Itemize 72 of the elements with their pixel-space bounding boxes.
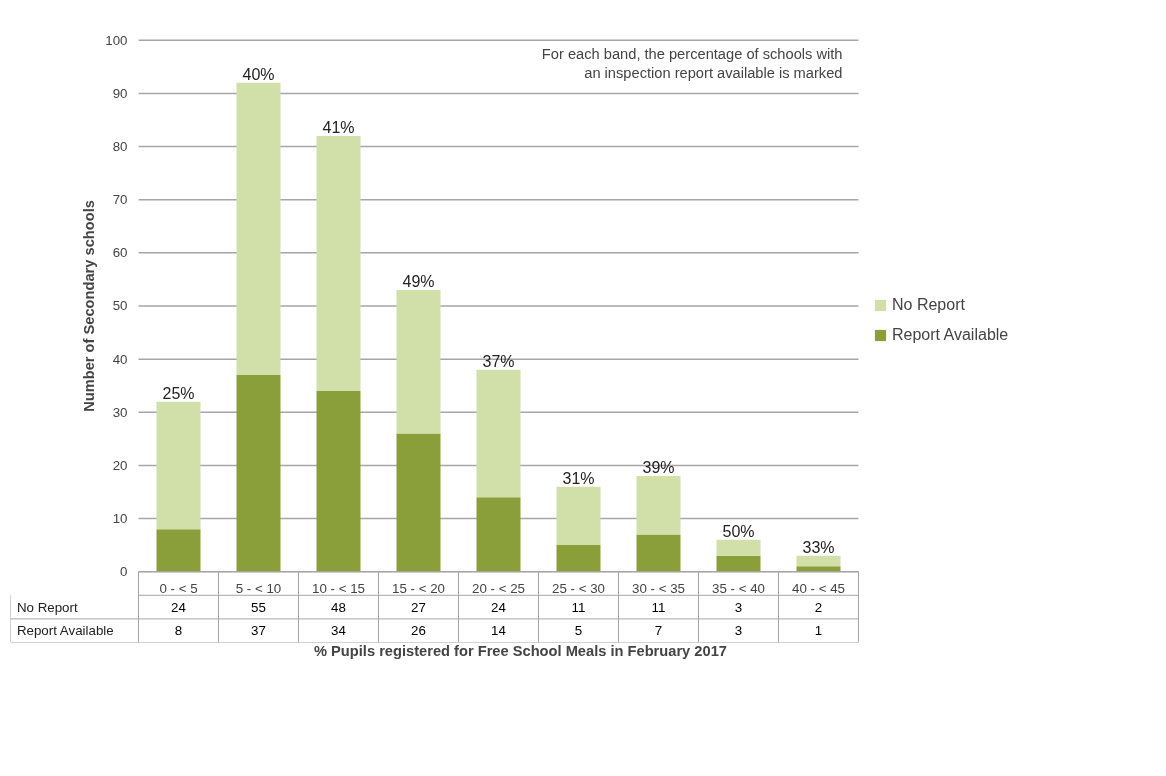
bar (476, 369, 521, 498)
x-tick-label: 5 - < 10 (235, 580, 282, 596)
data-label: 27 (411, 599, 426, 615)
data-label: 2 (814, 599, 823, 615)
annotation: 37% (482, 352, 515, 370)
y-tick-label: 10 (112, 511, 128, 527)
bar (316, 391, 361, 572)
bar (476, 497, 521, 572)
bar (636, 476, 681, 535)
bar (716, 539, 761, 556)
data-label: 24 (491, 599, 507, 615)
bar (556, 486, 601, 546)
y-tick-label: 80 (112, 139, 128, 155)
bar (156, 529, 201, 572)
x-tick-label: 20 - < 25 (472, 580, 525, 596)
bar (556, 545, 601, 572)
data-label: 5 (574, 623, 583, 639)
text: No Report (16, 599, 78, 615)
data-label: 8 (174, 623, 183, 639)
data-label: 34 (331, 623, 347, 639)
text: Report Available (16, 623, 114, 639)
annotation: 33% (802, 538, 835, 556)
bar (716, 555, 761, 572)
x-tick-label: 0 - < 5 (159, 580, 198, 596)
bar (796, 555, 841, 567)
data-label: 3 (734, 623, 743, 639)
y-tick-label: 50 (112, 298, 128, 314)
bar (316, 135, 361, 392)
data-label: 1 (814, 623, 823, 639)
annotation: 41% (322, 118, 355, 136)
x-tick-label: 30 - < 35 (632, 580, 685, 596)
bar (236, 82, 281, 376)
bar (796, 566, 841, 572)
x-tick-label: 25 - < 30 (552, 580, 605, 596)
annotation: 31% (562, 469, 595, 487)
y-tick-label: 100 (105, 32, 128, 48)
y-tick-label: 0 (120, 564, 128, 580)
bar (636, 534, 681, 572)
annotation: 25% (162, 384, 195, 402)
data-label: 11 (651, 599, 666, 615)
bar (236, 375, 281, 572)
annotation: 40% (242, 65, 275, 83)
bar (156, 401, 201, 530)
y-tick-label: 40 (112, 351, 128, 367)
data-label: 48 (331, 599, 346, 615)
x-axis-title: % Pupils registered for Free School Meals in February 2017 (313, 642, 727, 659)
y-tick-label: 90 (112, 85, 128, 101)
y-tick-label: 70 (112, 192, 128, 208)
annotation: 49% (402, 273, 435, 291)
data-label: 55 (251, 599, 266, 615)
x-tick-label: 40 - < 45 (792, 580, 845, 596)
bar (396, 290, 441, 434)
annotation: 39% (642, 459, 675, 477)
y-axis-title: Number of Secondary schools (81, 200, 98, 412)
data-label: 11 (571, 599, 586, 615)
data-label: 24 (171, 599, 187, 615)
data-label: 26 (411, 623, 426, 639)
legend-label: Report Available (892, 326, 1009, 344)
x-tick-label: 35 - < 40 (712, 580, 765, 596)
annotation: 50% (722, 522, 755, 540)
y-tick-label: 60 (112, 245, 128, 261)
data-label: 37 (251, 623, 266, 639)
annotation: For each band, the percentage of schools with an inspection report available is marked (541, 45, 843, 81)
data-label: 7 (654, 623, 663, 639)
bar (396, 433, 441, 572)
y-tick-label: 20 (112, 457, 128, 473)
legend-label: No Report (892, 296, 965, 314)
y-tick-label: 30 (112, 404, 128, 420)
data-label: 14 (491, 623, 507, 639)
x-tick-label: 15 - < 20 (392, 580, 445, 596)
x-tick-label: 10 - < 15 (312, 580, 365, 596)
data-label: 3 (734, 599, 743, 615)
